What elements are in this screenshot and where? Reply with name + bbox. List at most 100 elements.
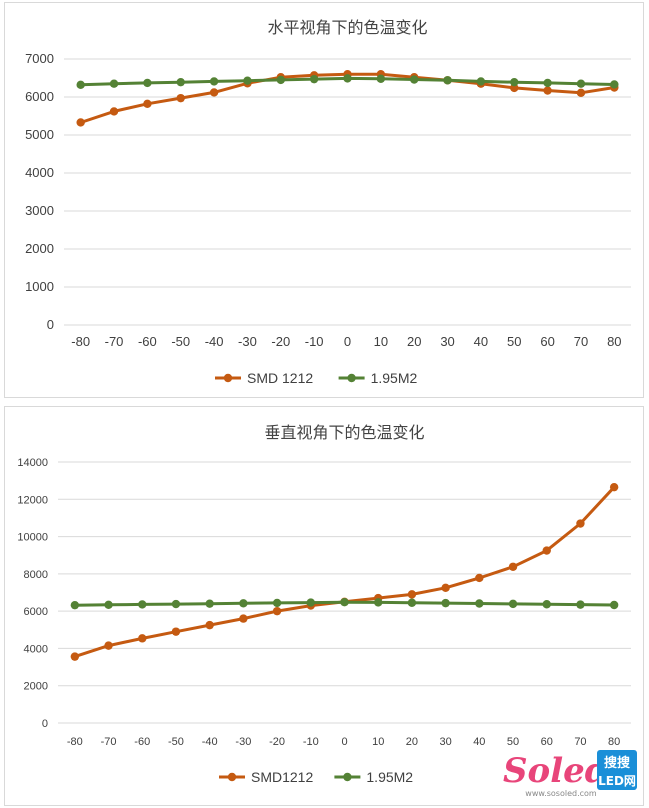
x-tick-label: -40 <box>205 334 224 349</box>
legend-swatch-marker <box>223 373 233 383</box>
x-tick-label: -80 <box>71 334 90 349</box>
x-tick-label: -50 <box>168 736 184 748</box>
x-tick-label: -60 <box>134 736 150 748</box>
y-tick-label: 3000 <box>25 203 54 218</box>
x-tick-label: -80 <box>67 736 83 748</box>
data-point <box>441 583 450 593</box>
x-tick-label: 30 <box>440 334 454 349</box>
x-tick-label: -50 <box>171 334 190 349</box>
data-point <box>610 80 619 89</box>
legend-swatch-marker <box>347 373 356 383</box>
legend-label: SMD1212 <box>251 769 313 785</box>
y-tick-label: 2000 <box>25 241 54 256</box>
data-point <box>205 620 214 630</box>
legend-label: 1.95M2 <box>366 769 413 785</box>
data-point <box>239 599 248 608</box>
y-tick-label: 4000 <box>25 165 54 180</box>
x-tick-label: -20 <box>271 334 290 349</box>
watermark-badge-bottom: LED网 <box>598 774 636 788</box>
data-point <box>343 74 352 83</box>
y-tick-label: 1000 <box>25 279 54 294</box>
chart-title: 垂直视角下的色温变化 <box>264 423 424 442</box>
x-tick-label: 20 <box>407 334 421 349</box>
x-tick-label: -10 <box>303 736 319 748</box>
data-point <box>576 79 586 88</box>
watermark-badge <box>597 750 637 790</box>
data-point <box>410 75 419 84</box>
x-tick-label: 60 <box>541 736 553 748</box>
data-point <box>475 599 484 608</box>
data-point <box>508 599 518 609</box>
data-point <box>476 77 486 86</box>
x-tick-label: 60 <box>540 334 554 349</box>
vertical-color-temp-chart: 垂直视角下的色温变化 0 2000 4000 6000 8000 10000 12000 140… <box>17 423 631 785</box>
data-point <box>76 118 85 127</box>
x-tick-label: 50 <box>507 334 521 349</box>
data-point <box>340 597 349 607</box>
y-tick-label: 4000 <box>24 643 48 655</box>
data-point <box>272 598 282 608</box>
data-point <box>109 107 119 116</box>
y-tick-label: 14000 <box>17 457 48 469</box>
x-tick-label: -20 <box>269 736 285 748</box>
x-tick-label: -70 <box>101 736 117 748</box>
y-tick-label: 12000 <box>17 494 48 506</box>
x-tick-label: 80 <box>608 736 620 748</box>
data-point <box>441 598 450 608</box>
data-point <box>176 77 185 87</box>
data-point <box>376 74 386 83</box>
y-tick-label: 0 <box>42 718 48 730</box>
chart-title: 水平视角下的色温变化 <box>267 18 427 37</box>
y-tick-label: 6000 <box>25 89 54 104</box>
x-tick-label: -30 <box>238 334 257 349</box>
data-point <box>109 79 119 88</box>
chart-panel-horizontal: 水平视角下的色温变化 0 1000 2000 3000 4000 5000 6000 7000 -… <box>4 2 644 398</box>
data-point <box>209 88 219 97</box>
data-point <box>407 598 417 607</box>
x-tick-label: 50 <box>507 736 519 748</box>
data-point <box>243 76 252 85</box>
x-tick-label: 10 <box>374 334 388 349</box>
y-tick-label: 10000 <box>17 532 48 544</box>
x-tick-label: 0 <box>341 736 347 748</box>
data-point <box>104 641 113 650</box>
x-tick-label: 40 <box>474 334 488 349</box>
y-tick-label: 0 <box>47 317 54 332</box>
data-point <box>138 600 147 609</box>
x-tick-label: 80 <box>607 334 621 349</box>
watermark-logo: Soled 搜搜 LED网 www.sosoled.com <box>501 744 641 800</box>
x-tick-label: -40 <box>202 736 218 748</box>
data-point <box>176 93 185 103</box>
data-point <box>510 77 519 87</box>
data-point <box>576 600 585 609</box>
data-point <box>543 78 552 88</box>
legend-label: 1.95M2 <box>371 370 418 386</box>
horizontal-color-temp-chart: 水平视角下的色温变化 0 1000 2000 3000 4000 5000 6000 7000 -… <box>25 18 631 386</box>
x-tick-label: 70 <box>574 736 586 748</box>
legend-swatch-marker <box>343 772 352 782</box>
x-tick-label: 40 <box>473 736 485 748</box>
y-tick-label: 2000 <box>24 681 48 693</box>
data-point <box>309 74 319 84</box>
data-point <box>542 546 551 555</box>
y-tick-label: 8000 <box>24 569 48 581</box>
chart-panel-vertical: 垂直视角下的色温变化 0 2000 4000 6000 8000 10000 12000 140… <box>4 406 644 806</box>
x-tick-label: 30 <box>439 736 451 748</box>
data-point <box>171 627 181 636</box>
watermark-brand: Soled <box>503 751 609 791</box>
legend-label: SMD 1212 <box>247 370 313 386</box>
x-tick-label: 20 <box>406 736 418 748</box>
data-point <box>374 598 383 607</box>
data-point <box>143 99 152 109</box>
data-point <box>542 600 551 609</box>
data-point <box>104 600 113 610</box>
watermark-badge-top: 搜搜 <box>604 755 631 771</box>
data-point <box>407 590 417 599</box>
data-point <box>576 519 585 528</box>
x-tick-label: 0 <box>344 334 351 349</box>
data-point <box>205 599 214 608</box>
data-point <box>138 634 147 643</box>
data-point <box>475 573 484 583</box>
data-point <box>543 86 552 95</box>
y-tick-label: 5000 <box>25 127 54 142</box>
